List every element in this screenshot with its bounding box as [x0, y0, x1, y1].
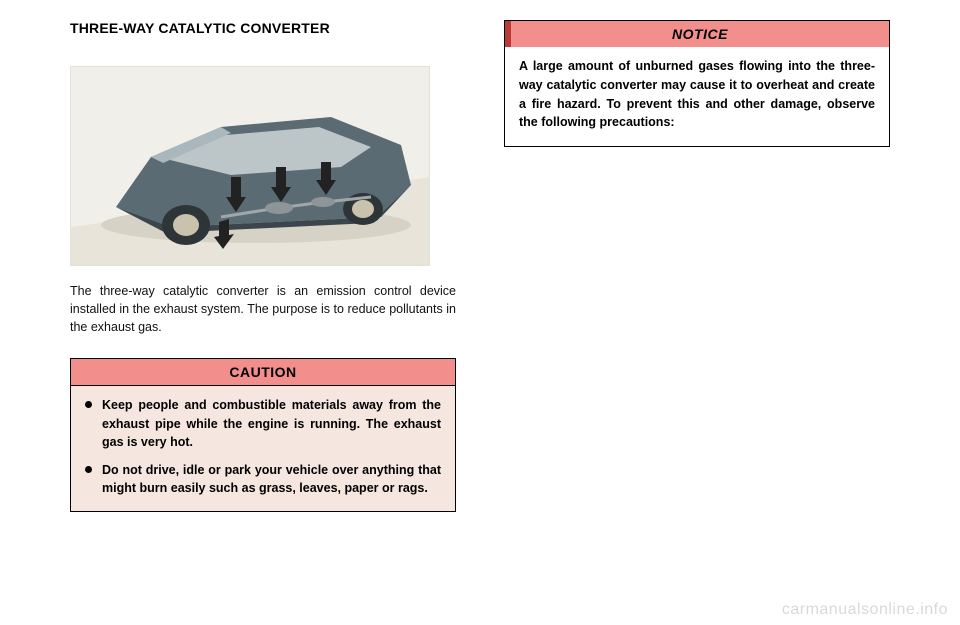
notice-title: NOTICE [505, 21, 889, 47]
section-heading: THREE-WAY CATALYTIC CONVERTER [70, 20, 456, 36]
caution-item: Keep people and combustible materials aw… [85, 396, 441, 450]
front-wheel [162, 205, 210, 245]
intro-paragraph: The three-way catalytic converter is an … [70, 282, 456, 336]
caution-item-text: Do not drive, idle or park your vehicle … [102, 461, 441, 497]
notice-box: NOTICE A large amount of unburned gases … [504, 20, 890, 147]
notice-body: A large amount of unburned gases flowing… [505, 47, 889, 146]
caution-item-text: Keep people and combustible materials aw… [102, 396, 441, 450]
caution-body: Keep people and combustible materials aw… [71, 386, 455, 511]
bullet-icon [85, 466, 92, 473]
bullet-icon [85, 401, 92, 408]
catalytic-converter-illustration [70, 66, 430, 266]
caution-title: CAUTION [71, 359, 455, 386]
caution-box: CAUTION Keep people and combustible mate… [70, 358, 456, 512]
watermark-text: carmanualsonline.info [782, 601, 948, 619]
caution-item: Do not drive, idle or park your vehicle … [85, 461, 441, 497]
